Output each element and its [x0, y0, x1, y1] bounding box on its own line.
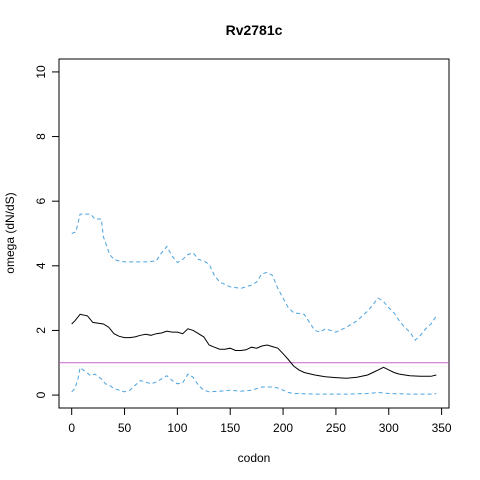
x-tick-label: 150 — [220, 421, 240, 435]
lower-bound-line — [71, 366, 437, 395]
y-tick-label: 8 — [34, 133, 48, 140]
x-tick-label: 0 — [68, 421, 75, 435]
omega-estimate-line — [71, 313, 437, 379]
x-tick-label: 100 — [167, 421, 187, 435]
upper-bound-line — [71, 213, 437, 341]
y-tick-label: 10 — [34, 65, 48, 79]
y-axis: 0 2 4 6 8 10 — [34, 65, 60, 398]
plot-area — [59, 213, 449, 395]
chart-title: Rv2781c — [226, 22, 283, 38]
x-axis-label: codon — [238, 451, 271, 465]
x-tick-label: 250 — [326, 421, 346, 435]
y-axis-label: omega (dN/dS) — [3, 192, 17, 273]
x-tick-label: 50 — [118, 421, 132, 435]
x-axis: 0 50 100 150 200 250 300 350 — [68, 407, 452, 435]
y-tick-label: 6 — [34, 198, 48, 205]
x-tick-label: 300 — [379, 421, 399, 435]
plot-frame — [58, 58, 450, 409]
x-tick-label: 200 — [273, 421, 293, 435]
y-tick-label: 4 — [34, 262, 48, 269]
x-tick-label: 350 — [432, 421, 452, 435]
y-tick-label: 2 — [34, 327, 48, 334]
y-tick-label: 0 — [34, 391, 48, 398]
